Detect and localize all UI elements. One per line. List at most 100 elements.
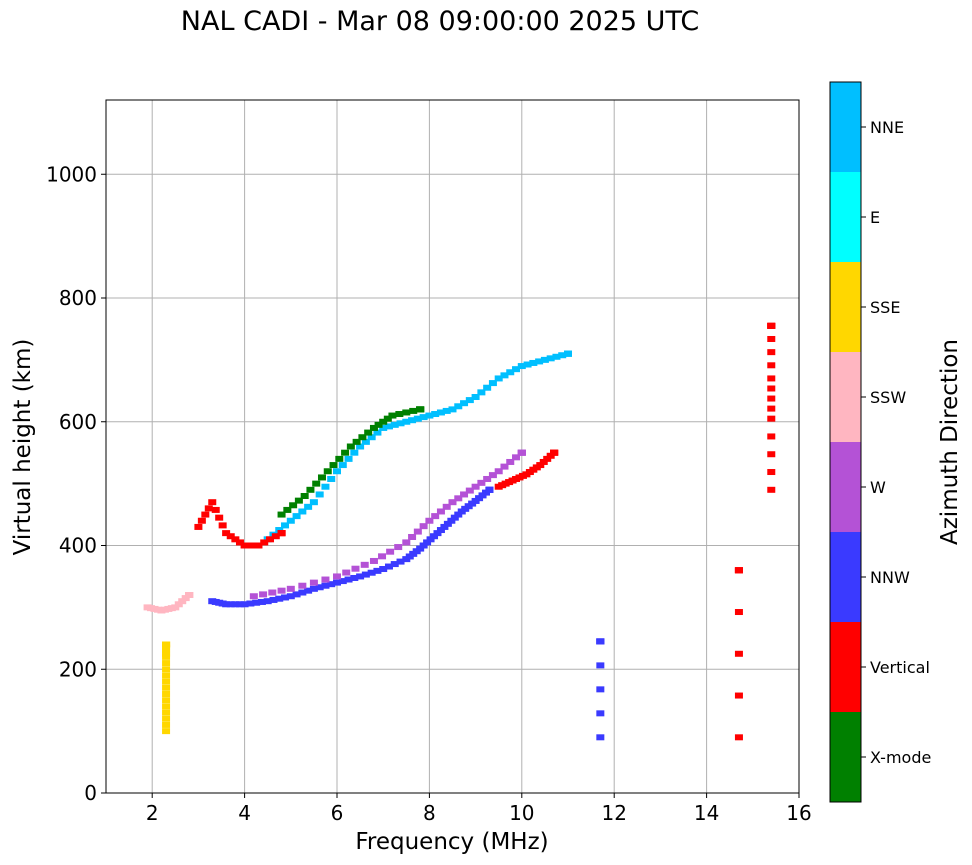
data-point	[596, 638, 605, 645]
x-tick-label: 10	[509, 801, 534, 825]
data-point	[292, 591, 301, 598]
data-point	[416, 406, 425, 413]
data-point	[335, 455, 344, 462]
data-point	[436, 527, 445, 534]
data-point	[535, 358, 544, 365]
data-point	[767, 469, 776, 476]
x-tick-label: 16	[786, 801, 811, 825]
data-point	[171, 604, 180, 611]
data-point	[596, 686, 605, 693]
data-point	[204, 505, 213, 512]
data-point	[281, 522, 290, 529]
data-point	[286, 517, 295, 524]
data-point	[356, 443, 365, 450]
data-point	[286, 585, 295, 592]
data-point	[394, 544, 403, 551]
data-point	[539, 458, 548, 465]
data-point	[471, 483, 480, 490]
data-point	[352, 438, 361, 445]
data-point	[275, 527, 284, 534]
data-point	[231, 536, 240, 543]
colorbar-label: Vertical	[870, 658, 930, 677]
data-point	[252, 599, 261, 606]
data-point	[767, 385, 776, 392]
data-point	[448, 406, 457, 413]
data-point	[268, 589, 277, 596]
y-tick-label: 600	[59, 410, 97, 434]
trace	[263, 350, 572, 543]
data-point	[767, 322, 776, 329]
data-point	[423, 539, 432, 546]
data-point	[369, 557, 378, 564]
data-point	[222, 530, 231, 537]
data-point	[162, 691, 171, 697]
colorbar-title: Azimuth Direction	[937, 339, 963, 545]
x-tick-label: 14	[694, 801, 719, 825]
data-point	[361, 438, 370, 445]
data-point	[558, 352, 567, 359]
data-point	[162, 703, 171, 710]
data-point	[523, 361, 532, 368]
colorbar: X-mode Vertical NNW W SSW SSE E NNE	[829, 81, 931, 803]
data-point	[304, 587, 313, 594]
data-point	[454, 495, 463, 502]
data-point	[201, 511, 210, 518]
data-point	[327, 475, 336, 482]
trace	[249, 449, 526, 600]
data-point	[767, 433, 776, 440]
data-point	[767, 451, 776, 458]
data-point	[409, 407, 418, 414]
data-point	[246, 600, 255, 607]
data-point	[321, 576, 330, 583]
data-point	[162, 641, 171, 648]
data-point	[506, 369, 515, 376]
data-point	[321, 483, 330, 490]
data-point	[465, 397, 474, 404]
data-point	[292, 513, 301, 520]
y-tick-label: 0	[84, 781, 97, 805]
data-point	[333, 579, 341, 586]
data-point	[596, 734, 605, 741]
data-point	[162, 715, 171, 722]
data-point	[249, 593, 258, 600]
data-point	[269, 596, 278, 603]
y-tick-label: 800	[59, 286, 97, 310]
data-point	[162, 666, 171, 673]
data-point	[358, 434, 367, 441]
data-point	[356, 573, 365, 580]
data-point	[767, 349, 776, 356]
colorbar-label: SSE	[870, 298, 900, 317]
data-point	[543, 455, 552, 462]
data-point	[266, 536, 275, 543]
data-point	[369, 424, 378, 431]
data-point	[364, 429, 373, 436]
data-points	[143, 322, 776, 741]
data-point	[383, 415, 392, 422]
data-point	[367, 434, 376, 441]
data-point	[512, 454, 521, 461]
data-point	[185, 592, 194, 598]
data-point	[226, 601, 235, 608]
data-point	[408, 417, 417, 424]
data-point	[419, 414, 428, 421]
data-point	[447, 517, 456, 524]
data-point	[235, 601, 244, 608]
data-point	[344, 576, 353, 583]
colorbar-segment	[830, 442, 861, 532]
data-point	[211, 506, 220, 513]
data-point	[540, 356, 549, 363]
data-point	[448, 499, 457, 506]
data-point	[277, 587, 286, 594]
data-point	[767, 486, 776, 493]
data-point	[450, 514, 459, 521]
data-point	[536, 462, 545, 469]
data-point	[181, 595, 190, 602]
colorbar-segment	[830, 712, 861, 802]
data-point	[373, 429, 382, 436]
y-tick-label: 1000	[46, 162, 97, 186]
data-point	[226, 533, 235, 540]
data-point	[767, 415, 776, 422]
data-point	[162, 678, 171, 685]
data-point	[390, 561, 399, 568]
x-tick-label: 6	[331, 801, 344, 825]
